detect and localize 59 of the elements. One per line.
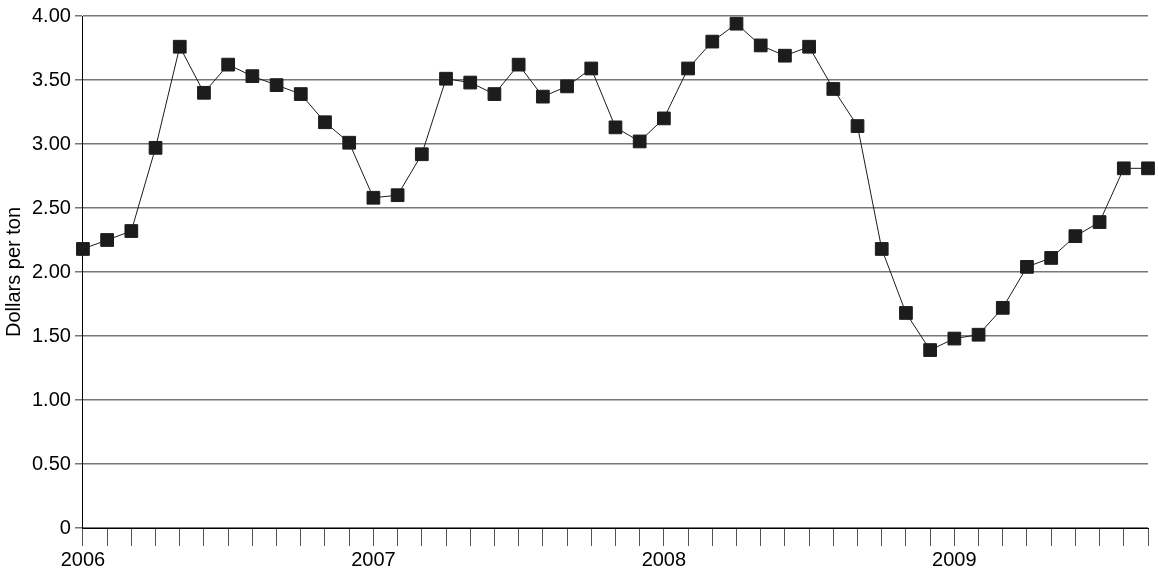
point (802, 39, 816, 54)
y-tick-label: 3.00 (31, 131, 71, 154)
point (342, 135, 357, 150)
point (535, 89, 550, 104)
point (947, 331, 962, 346)
point (850, 119, 865, 133)
point (1020, 260, 1034, 274)
y-tick-label: 3.50 (31, 67, 71, 90)
point (1141, 161, 1155, 176)
point (1044, 251, 1059, 265)
y-tick-label: 1.00 (31, 387, 71, 410)
point (923, 343, 938, 357)
point (705, 34, 720, 49)
point (584, 61, 599, 76)
point (487, 87, 502, 101)
point (269, 78, 284, 92)
point (560, 79, 574, 94)
point (511, 57, 526, 72)
point (753, 38, 768, 53)
point (366, 190, 381, 205)
point (414, 147, 429, 162)
point (681, 61, 695, 76)
point (439, 71, 453, 86)
point (826, 82, 841, 96)
point (148, 140, 163, 155)
point (608, 120, 623, 135)
point (318, 115, 332, 130)
point (390, 188, 405, 203)
y-tick-label: 1.50 (31, 323, 71, 346)
point (172, 39, 187, 54)
point (76, 242, 90, 256)
point (874, 242, 889, 256)
point (778, 48, 792, 63)
point (971, 327, 986, 342)
point (632, 134, 647, 149)
point (197, 85, 211, 100)
y-axis-title: Dollars per ton (1, 206, 24, 338)
y-tick-label: 2.50 (31, 195, 71, 218)
x-tick-label: 2006 (60, 547, 106, 570)
point (729, 16, 744, 31)
y-tick-label: 0 (59, 515, 71, 538)
y-tick-label: 4.00 (31, 3, 71, 26)
point (100, 233, 114, 247)
point (463, 75, 478, 90)
point (1068, 229, 1083, 244)
x-tick-label: 2008 (641, 547, 687, 570)
x-tick-label: 2007 (351, 547, 396, 570)
point (293, 87, 308, 101)
y-tick-label: 2.00 (31, 259, 71, 282)
point (1092, 215, 1107, 229)
point (899, 306, 913, 320)
point (657, 111, 671, 126)
point (221, 57, 236, 72)
point (1116, 161, 1131, 176)
point (245, 69, 260, 84)
y-tick-label: 0.50 (31, 451, 71, 474)
x-tick-label: 2009 (932, 547, 977, 570)
point (124, 224, 139, 238)
point (995, 300, 1010, 315)
